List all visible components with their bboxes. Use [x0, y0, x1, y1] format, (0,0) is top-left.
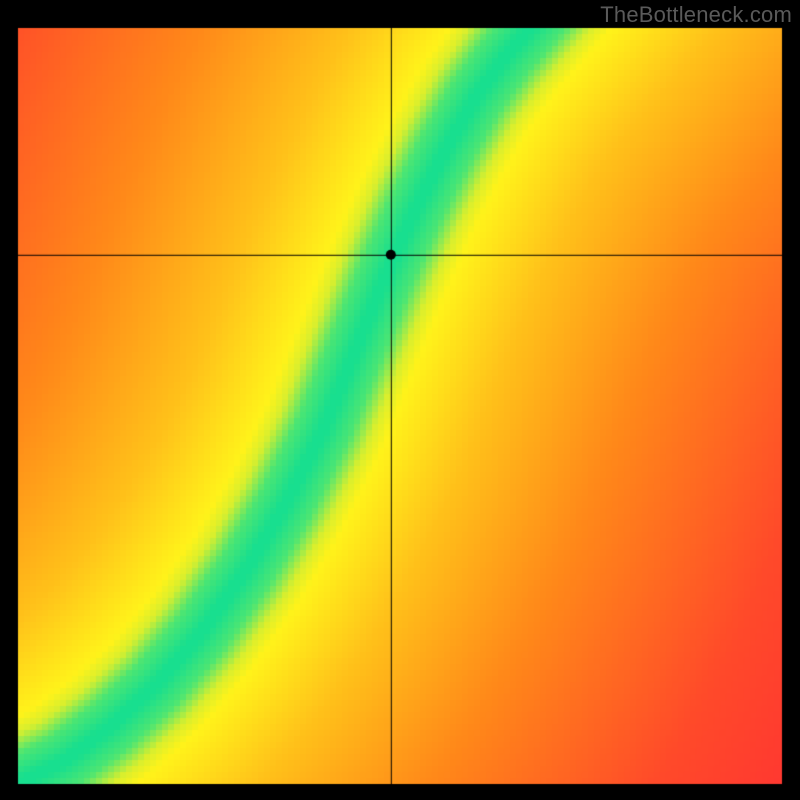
watermark-text: TheBottleneck.com — [600, 2, 792, 28]
bottleneck-heatmap-canvas — [0, 0, 800, 800]
chart-container: TheBottleneck.com — [0, 0, 800, 800]
